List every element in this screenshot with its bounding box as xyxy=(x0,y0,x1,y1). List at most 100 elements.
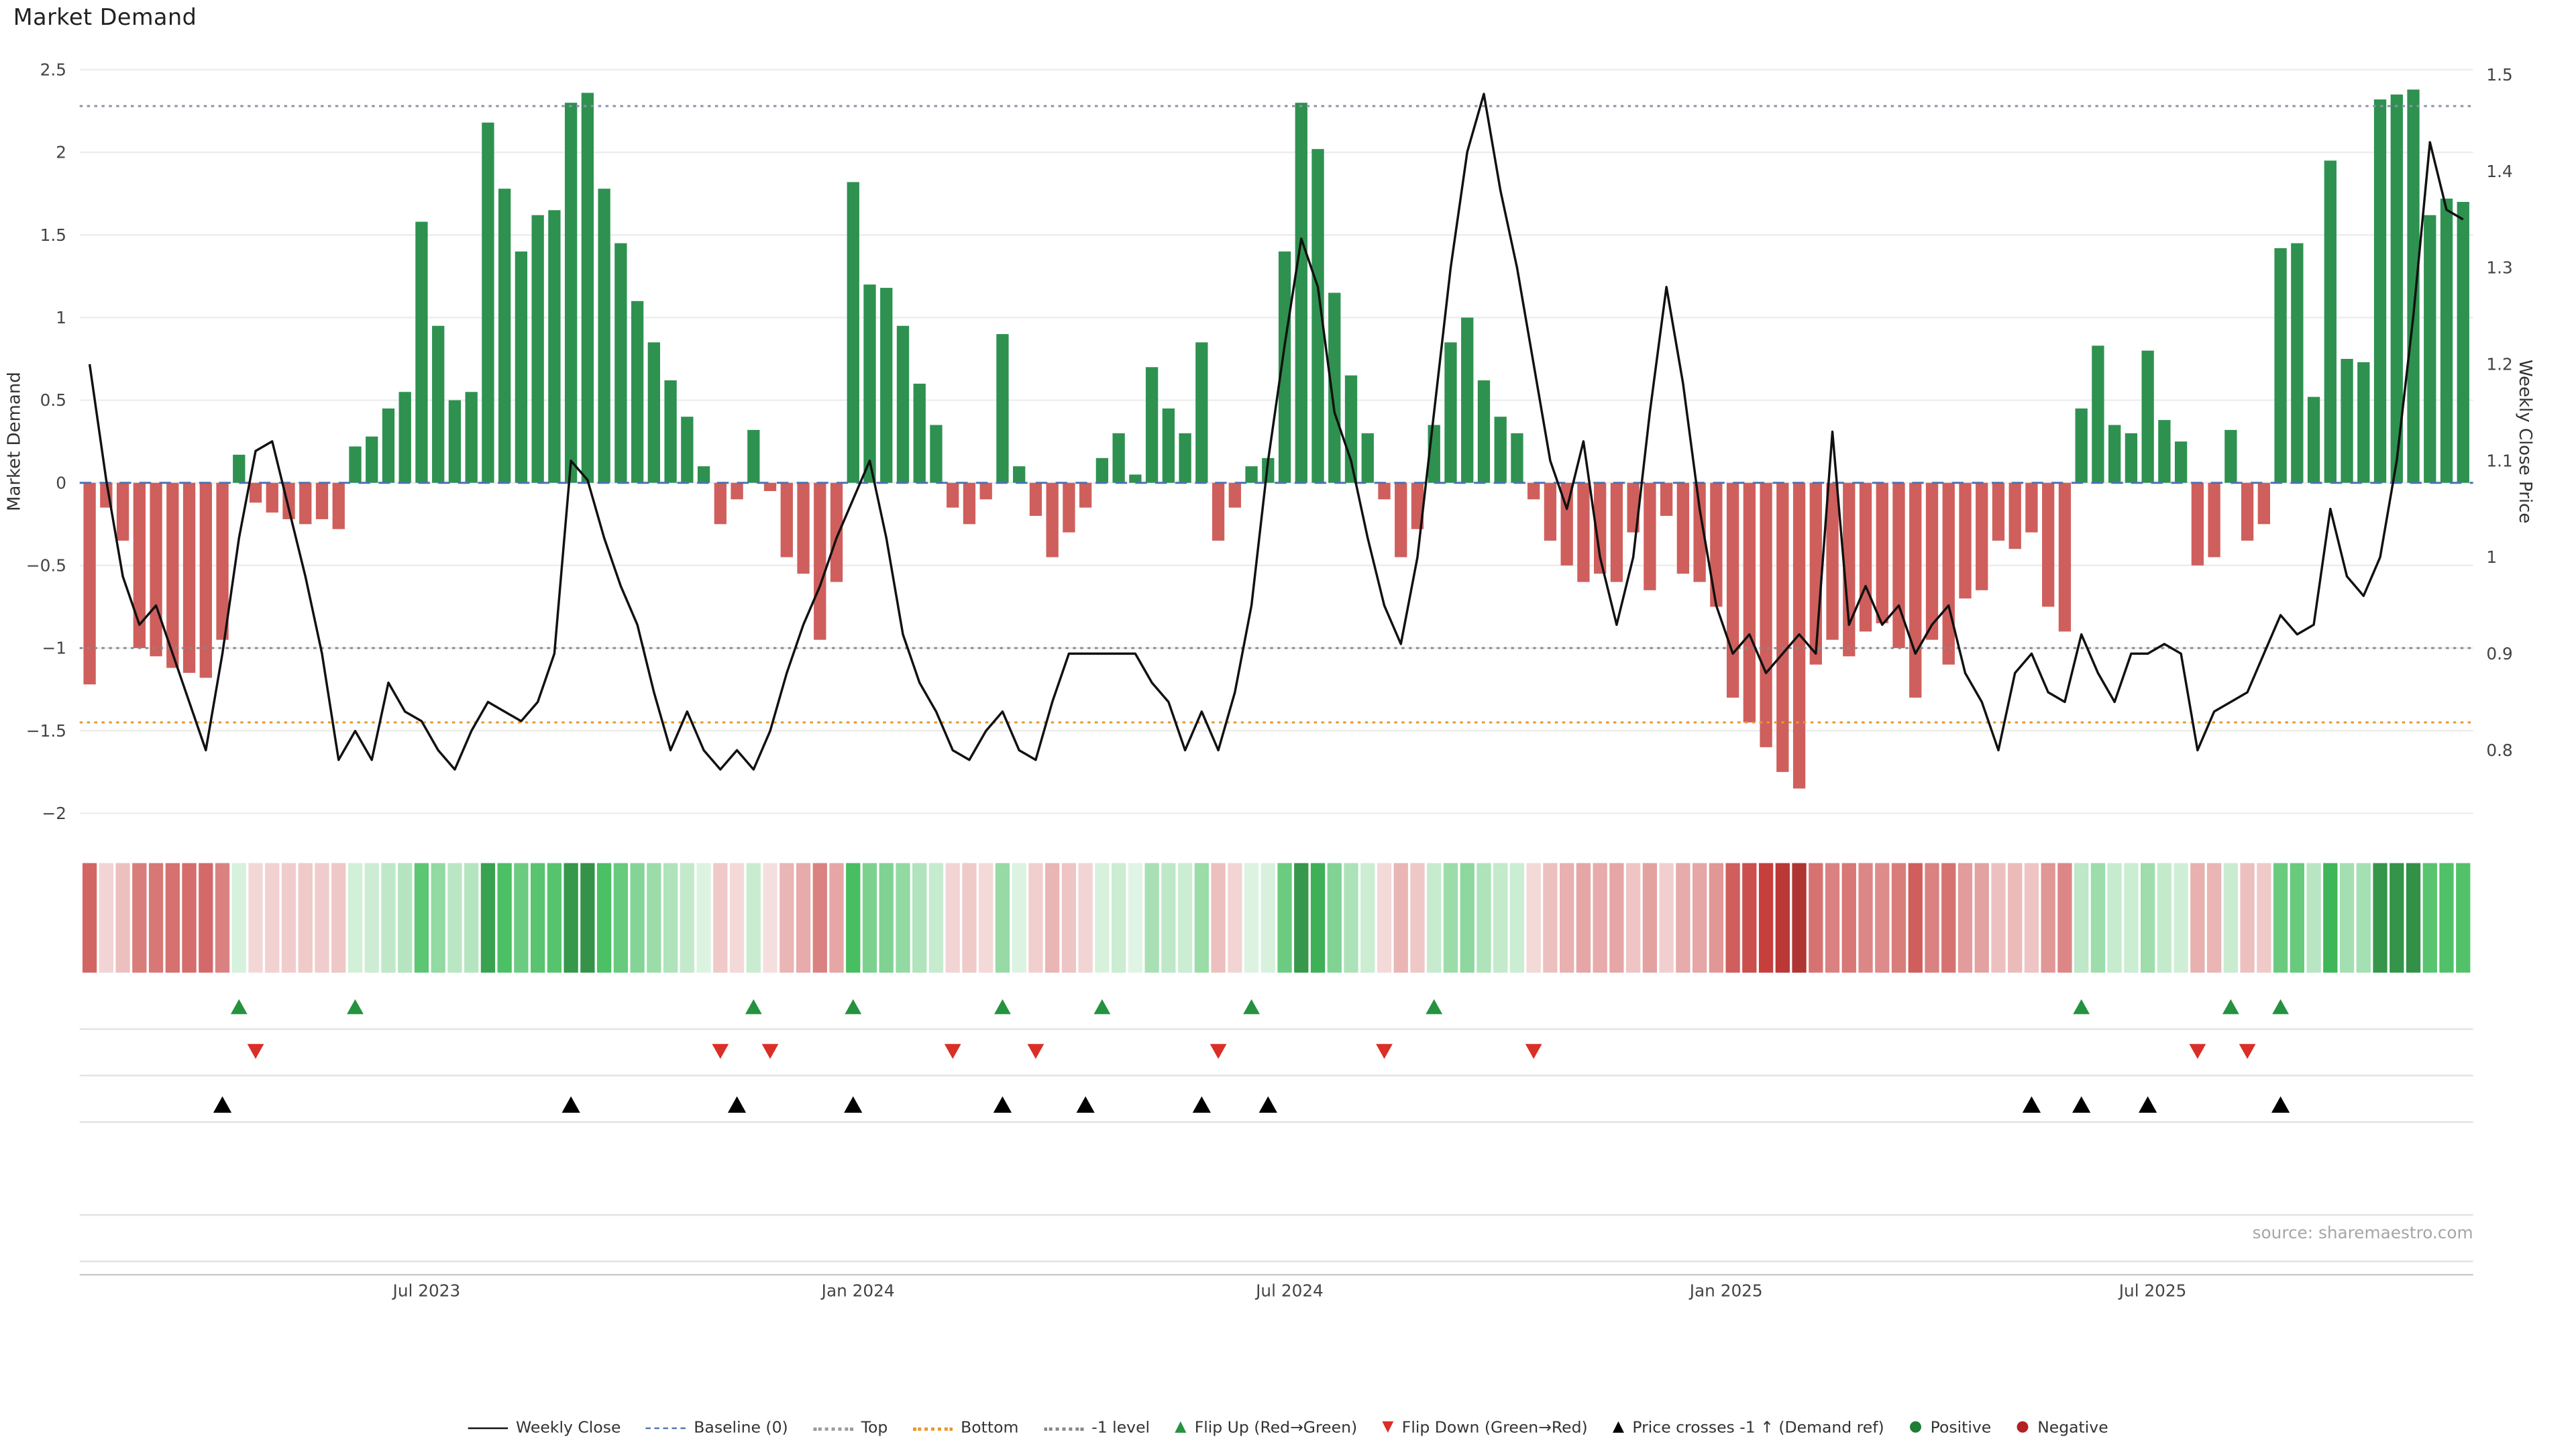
heatmap-cell xyxy=(2190,863,2205,973)
heatmap-cell xyxy=(1526,863,1541,973)
heatmap-cell xyxy=(1310,863,1326,973)
heatmap-cell xyxy=(1941,863,1956,973)
heatmap-cell xyxy=(1228,863,1242,973)
demand-bar-positive xyxy=(747,429,760,483)
demand-bar-negative xyxy=(332,482,345,529)
heatmap-cell xyxy=(746,863,761,973)
heatmap-cell xyxy=(115,863,130,973)
y-tick-left: −1 xyxy=(42,639,66,658)
demand-bar-positive xyxy=(847,182,859,483)
demand-bar-positive xyxy=(2424,215,2436,483)
demand-bar-positive xyxy=(2291,243,2304,483)
demand-bar-negative xyxy=(1644,482,1656,590)
demand-bar-positive xyxy=(1278,251,1291,483)
heatmap-cell xyxy=(812,863,827,973)
demand-bar-negative xyxy=(1892,482,1905,649)
legend-dot-icon: ● xyxy=(1909,1419,1923,1436)
demand-bar-positive xyxy=(2108,425,2121,483)
heatmap-cell xyxy=(1427,863,1442,973)
legend-item: ● Negative xyxy=(2016,1419,2108,1437)
heatmap-cell xyxy=(1858,863,1873,973)
heatmap-cell xyxy=(2074,863,2089,973)
demand-bar-positive xyxy=(2341,358,2353,483)
heatmap-cell xyxy=(199,863,213,973)
demand-bar-positive xyxy=(448,400,462,483)
heatmap-cell xyxy=(1642,863,1658,973)
flip-down-marker xyxy=(1210,1044,1227,1059)
heatmap-cell xyxy=(2273,863,2288,973)
heatmap-cell xyxy=(331,863,346,973)
heatmap-cell xyxy=(945,863,960,973)
y-tick-right: 1.4 xyxy=(2486,162,2512,181)
flip-down-marker xyxy=(2239,1044,2256,1059)
heatmap-cell xyxy=(1344,863,1358,973)
demand-bar-positive xyxy=(2224,429,2237,483)
y-tick-left: 0.5 xyxy=(40,390,66,410)
heatmap-cell xyxy=(497,863,512,973)
y-tick-right: 1.1 xyxy=(2486,451,2512,470)
heatmap-cell xyxy=(1410,863,1425,973)
legend-label: Weekly Close xyxy=(516,1419,621,1438)
heatmap-cell xyxy=(1991,863,2006,973)
x-tick-label: Jul 2024 xyxy=(1254,1281,1324,1300)
demand-bar-negative xyxy=(797,482,810,574)
legend-label: Baseline (0) xyxy=(694,1419,788,1438)
heatmap-cell xyxy=(1012,863,1026,973)
heatmap-cell xyxy=(630,863,645,973)
demand-bar-positive xyxy=(382,408,395,483)
demand-bar-positive xyxy=(1444,342,1457,483)
heatmap-cell xyxy=(1792,863,1807,973)
demand-bar-positive xyxy=(863,284,876,483)
demand-bar-negative xyxy=(947,482,959,508)
demand-bar-negative xyxy=(814,482,826,640)
legend-item: Baseline (0) xyxy=(645,1419,788,1438)
demand-bar-positive xyxy=(1311,149,1324,483)
heatmap-cell xyxy=(547,863,562,973)
demand-bars xyxy=(83,89,2469,789)
flip-down-marker xyxy=(944,1044,961,1059)
flip-down-marker xyxy=(761,1044,779,1059)
heatmap-cell xyxy=(862,863,877,973)
demand-bar-negative xyxy=(1610,482,1623,582)
price-cross-marker xyxy=(2139,1096,2157,1113)
heatmap-cell xyxy=(1676,863,1690,973)
demand-bar-positive xyxy=(349,446,362,483)
heatmap-cell xyxy=(2339,863,2355,973)
heatmap-cell xyxy=(364,863,379,973)
price-cross-marker xyxy=(213,1096,232,1113)
heatmap-cell xyxy=(2406,863,2421,973)
heatmap-cell xyxy=(398,863,413,973)
heatmap-cell xyxy=(696,863,711,973)
weekly-close-line xyxy=(88,93,2464,771)
demand-bar-positive xyxy=(515,251,528,483)
demand-bar-negative xyxy=(2042,482,2055,607)
heatmap-cell xyxy=(995,863,1010,973)
heatmap-cell xyxy=(564,863,578,973)
flip-up-marker xyxy=(1426,999,1443,1014)
price-cross-marker xyxy=(844,1096,863,1113)
demand-bar-negative xyxy=(1378,482,1391,500)
heatmap-cell xyxy=(1028,863,1043,973)
flip-down-marker xyxy=(2189,1044,2206,1059)
flip-up-marker xyxy=(2272,999,2289,1014)
heatmap-cell xyxy=(82,863,97,973)
heatmap-cell xyxy=(1609,863,1624,973)
demand-bar-positive xyxy=(2092,345,2104,483)
demand-bar-negative xyxy=(1859,482,1872,632)
heatmap-cell xyxy=(514,863,529,973)
heatmap-cell xyxy=(2223,863,2238,973)
heatmap-cell xyxy=(1626,863,1641,973)
heatmap-cell xyxy=(1194,863,1209,973)
demand-bar-negative xyxy=(1942,482,1955,665)
demand-bar-negative xyxy=(266,482,278,513)
heatmap-cell xyxy=(1543,863,1558,973)
heatmap-cell xyxy=(729,863,745,973)
heatmap-cell xyxy=(265,863,280,973)
demand-bar-negative xyxy=(2191,482,2204,566)
y-tick-right: 1.5 xyxy=(2486,65,2512,85)
heatmap-cell xyxy=(1841,863,1856,973)
demand-bar-positive xyxy=(432,325,445,483)
demand-bar-negative xyxy=(150,482,162,657)
demand-bar-negative xyxy=(963,482,976,525)
